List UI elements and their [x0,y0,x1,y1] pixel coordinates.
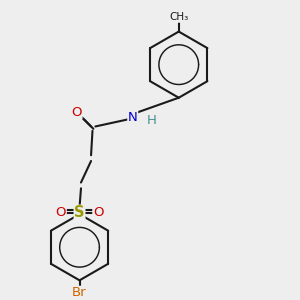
Text: O: O [93,206,104,219]
Text: Br: Br [72,286,87,299]
Text: O: O [56,206,66,219]
Text: S: S [74,205,85,220]
Text: H: H [146,114,156,127]
Text: O: O [71,106,82,118]
Text: N: N [128,111,138,124]
Text: CH₃: CH₃ [169,12,188,22]
